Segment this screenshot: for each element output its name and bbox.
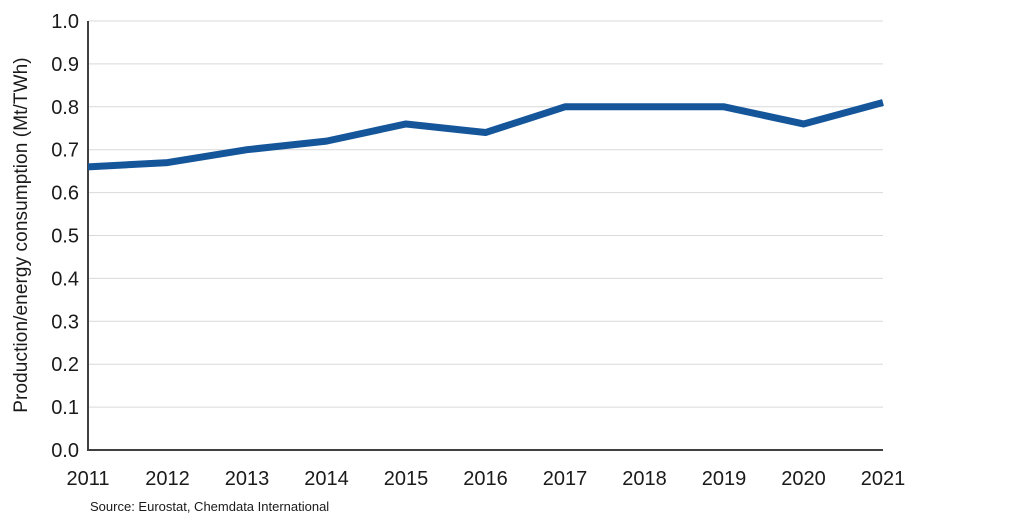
x-tick-label: 2016: [463, 468, 508, 490]
x-tick-label: 2017: [543, 468, 588, 490]
y-tick-label: 0.0: [51, 440, 79, 462]
x-tick-label: 2013: [225, 468, 270, 490]
x-tick-label: 2021: [861, 468, 906, 490]
y-tick-label: 0.4: [51, 268, 79, 290]
data-line: [87, 99, 884, 171]
x-tick-label: 2015: [384, 468, 429, 490]
y-tick-label: 0.7: [51, 140, 79, 162]
y-tick-label: 0.8: [51, 97, 79, 119]
y-tick-label: 0.6: [51, 183, 79, 205]
y-tick-label: 0.1: [51, 397, 79, 419]
x-tick-label: 2018: [622, 468, 667, 490]
y-axis-title: Production/energy consumption (Mt/TWh): [11, 57, 32, 413]
x-tick-label: 2012: [145, 468, 190, 490]
y-tick-label: 0.2: [51, 354, 79, 376]
x-tick-label: 2014: [304, 468, 349, 490]
y-tick-label: 0.3: [51, 311, 79, 333]
y-tick-label: 0.9: [51, 54, 79, 76]
x-tick-label: 2011: [66, 468, 109, 490]
x-tick-label: 2020: [781, 468, 826, 490]
source-note: Source: Eurostat, Chemdata International: [90, 499, 330, 514]
y-tick-label: 0.5: [51, 226, 79, 248]
y-tick-label: 1.0: [51, 11, 79, 33]
x-tick-label: 2019: [702, 468, 747, 490]
